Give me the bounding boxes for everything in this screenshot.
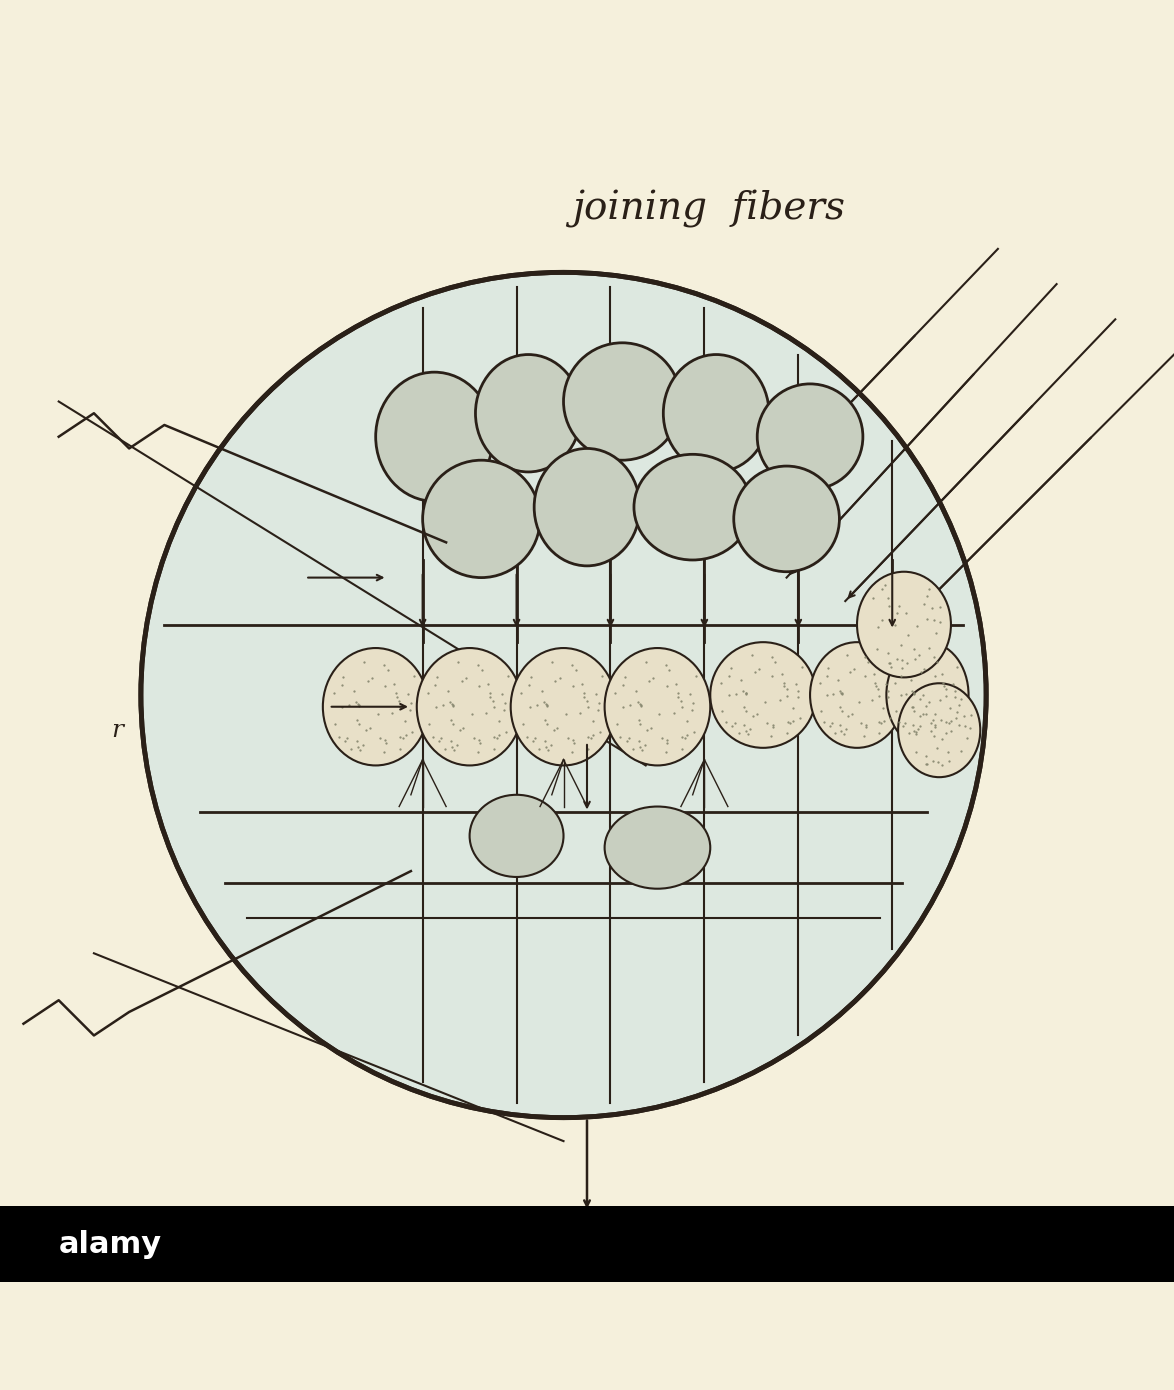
Ellipse shape <box>663 354 769 473</box>
Ellipse shape <box>475 354 581 473</box>
Ellipse shape <box>810 642 904 748</box>
Ellipse shape <box>605 806 710 888</box>
Ellipse shape <box>857 571 951 677</box>
Ellipse shape <box>511 648 616 766</box>
Text: joining  fibers: joining fibers <box>572 190 845 228</box>
Ellipse shape <box>470 795 564 877</box>
Ellipse shape <box>417 648 522 766</box>
Ellipse shape <box>376 373 493 502</box>
Bar <box>0 1205 1174 1282</box>
Ellipse shape <box>323 648 429 766</box>
Ellipse shape <box>757 384 863 489</box>
Ellipse shape <box>605 648 710 766</box>
Ellipse shape <box>534 449 640 566</box>
Text: r: r <box>112 719 123 742</box>
Circle shape <box>141 272 986 1118</box>
Ellipse shape <box>423 460 540 578</box>
Ellipse shape <box>564 343 681 460</box>
Ellipse shape <box>898 684 980 777</box>
Text: auditory: auditory <box>581 1216 710 1247</box>
Ellipse shape <box>710 642 816 748</box>
Ellipse shape <box>734 466 839 571</box>
Ellipse shape <box>634 455 751 560</box>
Text: alamy: alamy <box>59 1230 162 1259</box>
Ellipse shape <box>886 642 969 748</box>
